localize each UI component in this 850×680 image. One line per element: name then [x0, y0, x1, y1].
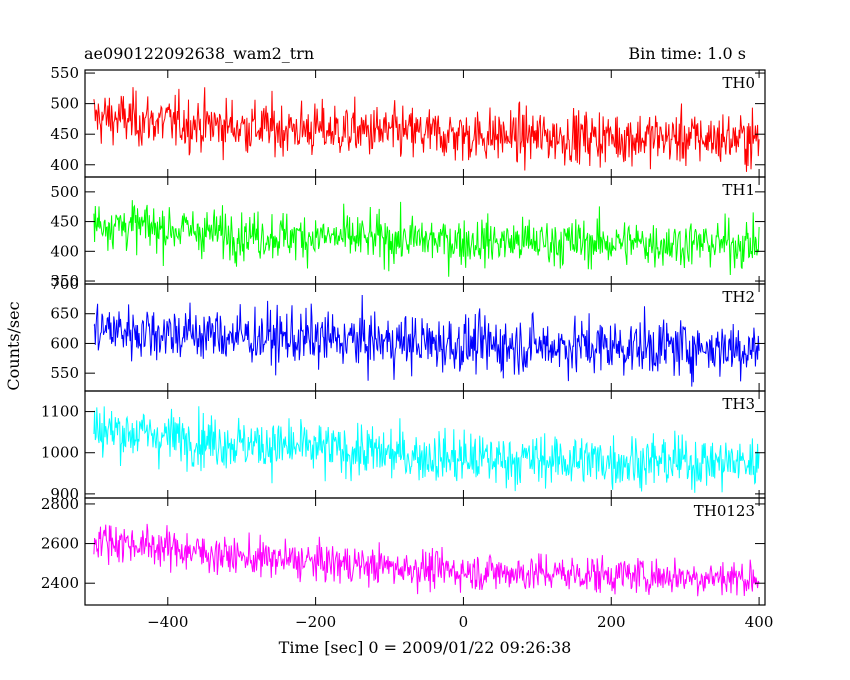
y-tick-label: 1000 [41, 444, 79, 462]
y-tick-label: 400 [50, 156, 79, 174]
y-tick-label: 450 [50, 125, 79, 143]
panel-th0123: 2400 2600 2800 TH0123 −400 −200 0 200 400 [41, 495, 774, 631]
panel-th0: 400 450 500 550 TH0 [50, 64, 766, 178]
panel-frame [84, 176, 766, 285]
x-tick-label: −200 [295, 613, 336, 631]
panel-label: TH3 [722, 395, 755, 413]
y-tick-label: 400 [50, 242, 79, 260]
series-th0 [93, 87, 760, 172]
y-tick-label: 550 [50, 364, 79, 382]
y-tick-label: 450 [50, 213, 79, 231]
y-tick-label: 350 [50, 272, 79, 290]
panel-label: TH0 [722, 74, 755, 92]
x-axis-label: Time [sec] 0 = 2009/01/22 09:26:38 [278, 638, 572, 657]
panel-th1: 350 400 450 500 TH1 [50, 176, 766, 290]
panel-th2: 550 600 650 700 TH2 [50, 275, 766, 392]
panels: 400 450 500 550 TH0 350 400 450 500 TH1 550 600 650 7… [41, 64, 774, 631]
y-tick-label: 500 [50, 95, 79, 113]
y-tick-label: 600 [50, 334, 79, 352]
series-th1 [93, 200, 760, 277]
series-th3 [93, 406, 760, 493]
y-tick-label: 2800 [41, 495, 79, 513]
y-tick-label: 2600 [41, 535, 79, 553]
x-tick-label: 200 [597, 613, 626, 631]
y-tick-label: 650 [50, 305, 79, 323]
plot-title: ae090122092638_wam2_trn [84, 44, 315, 63]
y-tick-label: 700 [50, 275, 79, 293]
series-th2 [93, 294, 760, 387]
panel-frame [84, 497, 766, 606]
panel-label: TH1 [722, 181, 755, 199]
y-tick-label: 1100 [41, 403, 79, 421]
bin-time-label: Bin time: 1.0 s [628, 44, 746, 63]
y-tick-label: 2400 [41, 574, 79, 592]
y-tick-label: 500 [50, 183, 79, 201]
panel-label: TH2 [722, 288, 755, 306]
panel-th3: 900 1000 1100 TH3 [41, 390, 766, 503]
x-tick-label: −400 [147, 613, 188, 631]
y-axis-label: Counts/sec [4, 301, 23, 391]
panel-label: TH0123 [694, 502, 755, 520]
y-tick-label: 550 [50, 64, 79, 82]
x-tick-label: 0 [459, 613, 469, 631]
series-th0123 [93, 523, 760, 597]
x-tick-label: 400 [745, 613, 774, 631]
y-tick-label: 900 [50, 485, 79, 503]
